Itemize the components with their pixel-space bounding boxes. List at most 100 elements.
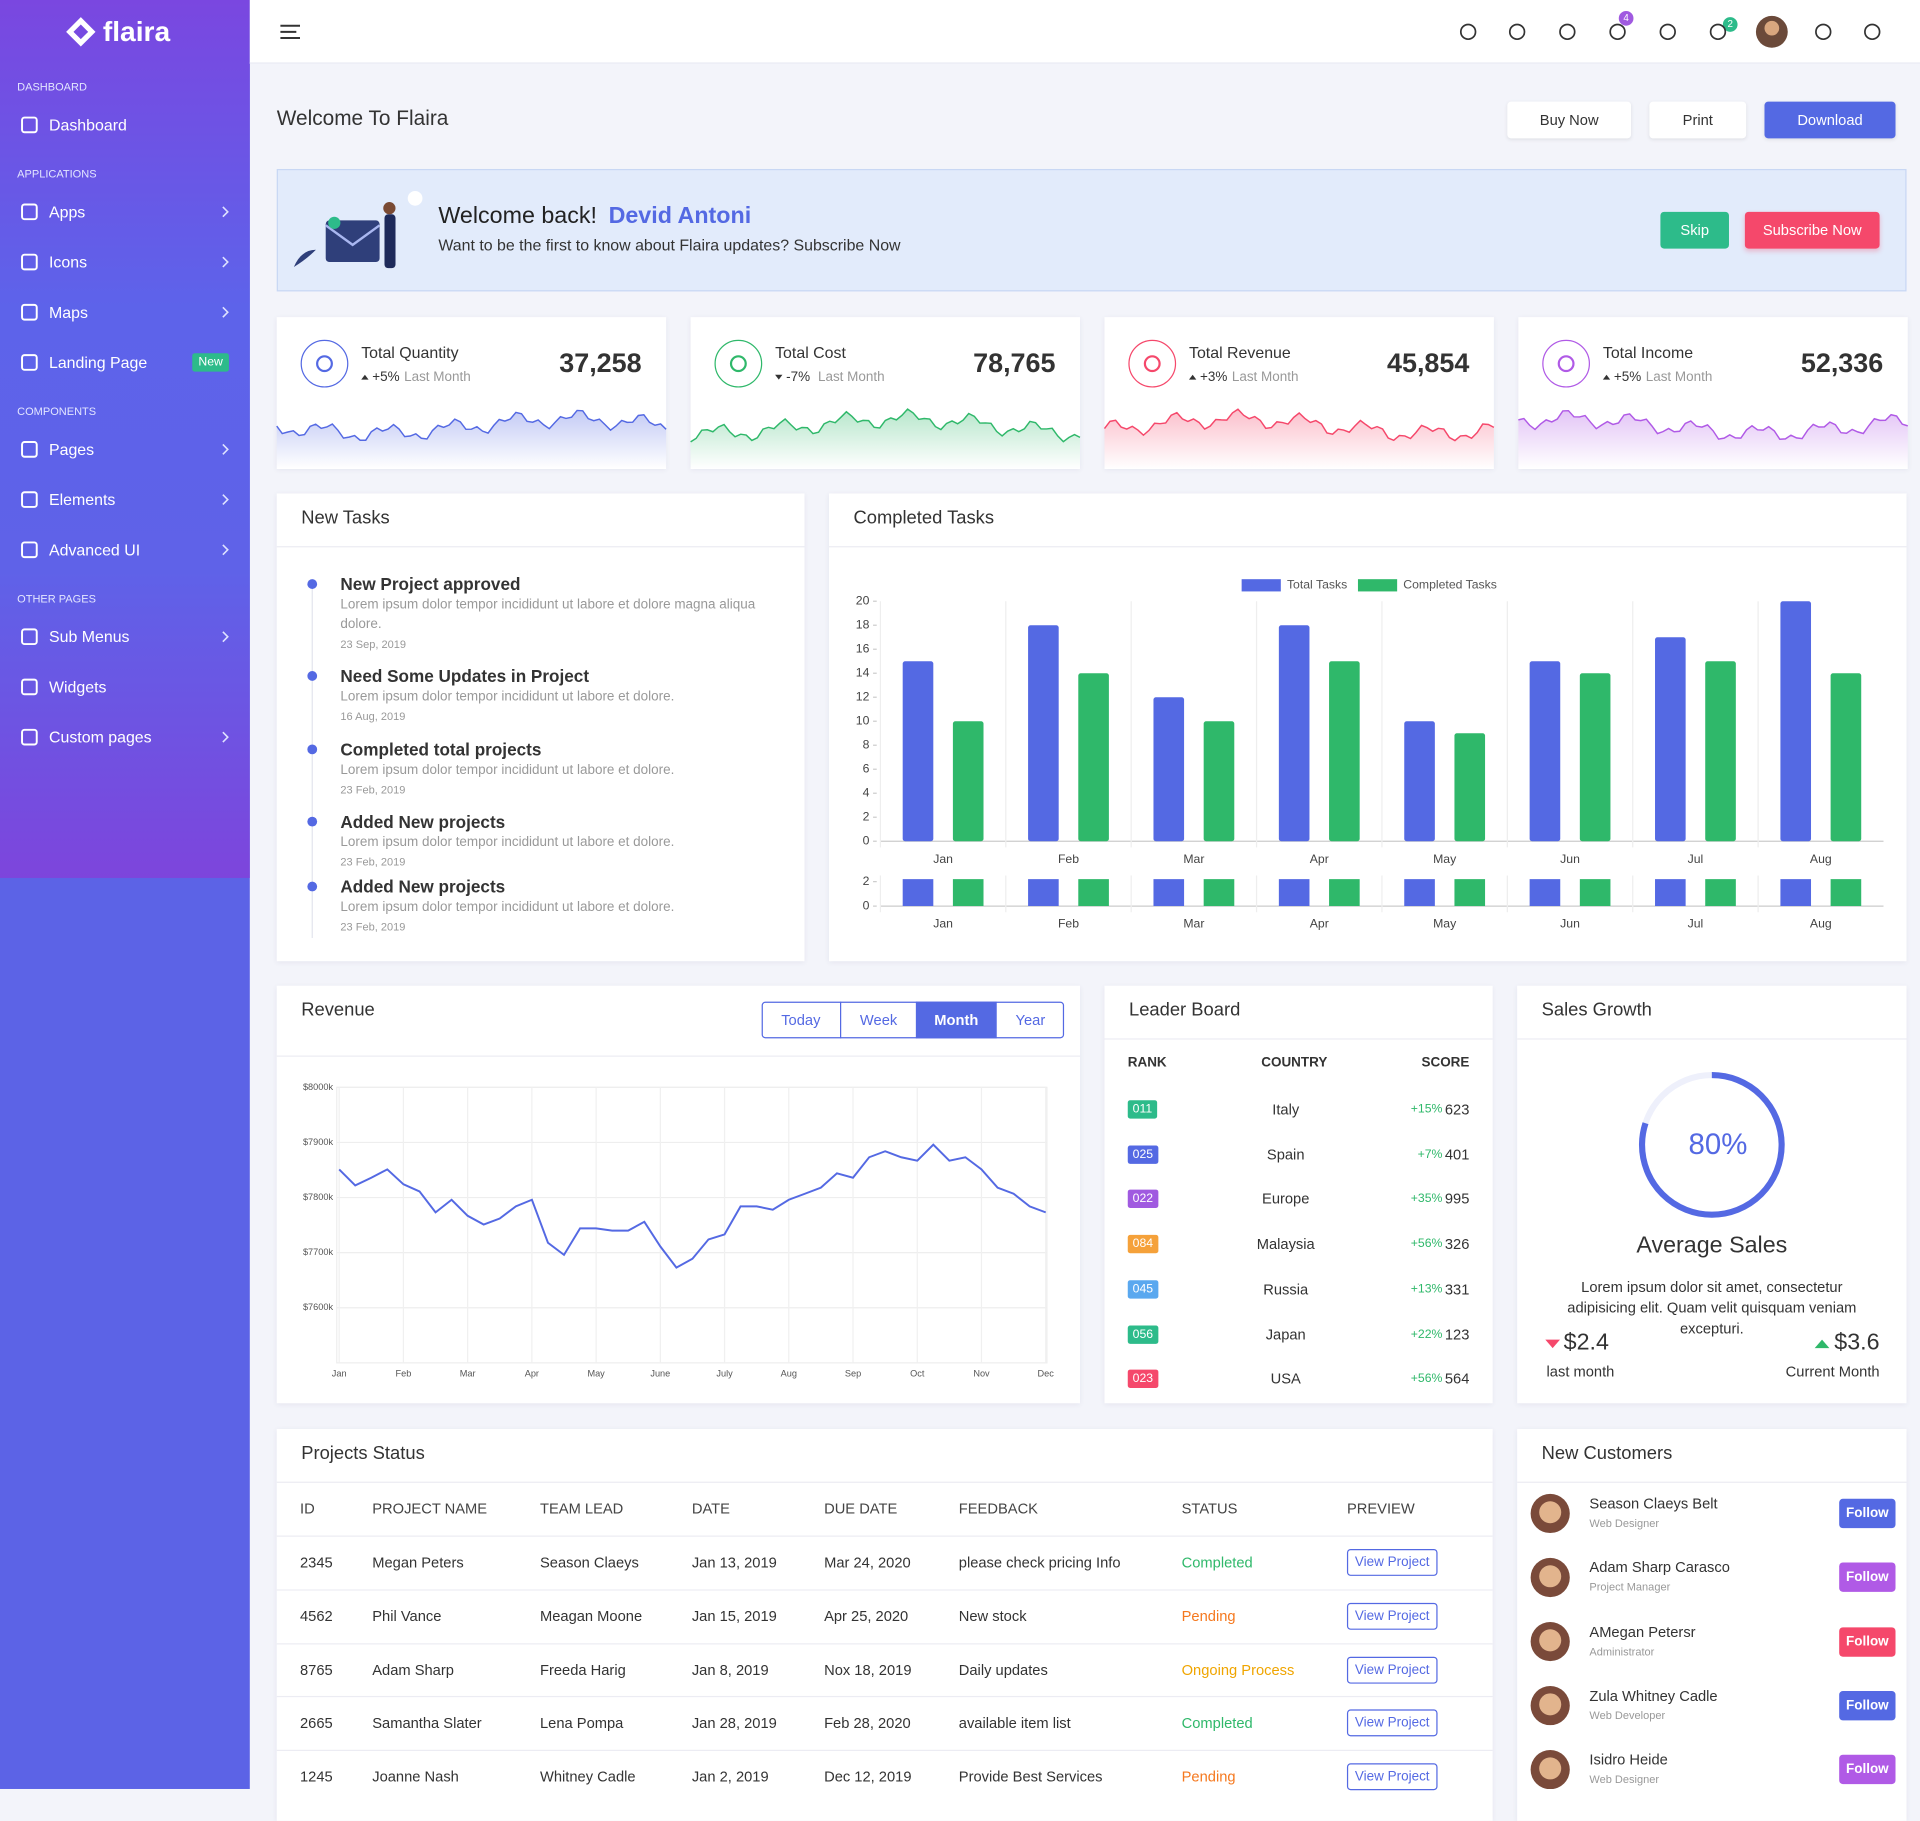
task-item: Need Some Updates in Project Lorem ipsum … — [340, 665, 756, 727]
page-button[interactable]: Download — [1764, 101, 1896, 139]
follow-button[interactable]: Follow — [1839, 1562, 1896, 1593]
column-header: DUE DATE — [824, 1500, 898, 1518]
follow-button[interactable]: Follow — [1839, 1690, 1896, 1721]
task-date: 23 Feb, 2019 — [340, 783, 406, 796]
sales-text: Lorem ipsum dolor sit amet, consectetur … — [1567, 1278, 1857, 1338]
stat-card — [1518, 317, 1908, 469]
cell: 4562 — [300, 1607, 333, 1625]
current-label: Current Month — [1785, 1362, 1880, 1381]
score: 331 — [1444, 1280, 1470, 1298]
cell: Adam Sharp — [372, 1661, 454, 1679]
column-header: PROJECT NAME — [372, 1500, 488, 1518]
view-project-button[interactable]: View Project — [1346, 1763, 1438, 1791]
country: Europe — [1262, 1190, 1310, 1208]
column-header: FEEDBACK — [958, 1500, 1038, 1518]
card-divider — [1104, 1038, 1493, 1040]
cell: 1245 — [300, 1768, 333, 1786]
subscribe-button[interactable]: Subscribe Now — [1744, 211, 1880, 249]
score-change: +56% — [1410, 1237, 1443, 1251]
sidebar-item[interactable] — [0, 665, 250, 709]
cell: available item list — [958, 1714, 1071, 1732]
cell: 8765 — [300, 1661, 333, 1679]
view-project-button[interactable]: View Project — [1346, 1709, 1438, 1737]
revenue-tab[interactable]: Week — [840, 1001, 916, 1039]
rank-badge: 045 — [1127, 1279, 1158, 1299]
column-header: DATE — [691, 1500, 730, 1518]
customer-role: Web Designer — [1589, 1773, 1660, 1786]
leaderboard-card — [1104, 985, 1493, 1404]
follow-button[interactable]: Follow — [1839, 1754, 1896, 1785]
sidebar-item-label: Custom pages — [48, 727, 152, 747]
skip-button[interactable]: Skip — [1660, 211, 1729, 249]
stat-period: Last Month — [1231, 369, 1299, 385]
sidebar-item[interactable] — [0, 478, 250, 522]
stat-value: 52,336 — [1800, 347, 1884, 379]
revenue-tab[interactable]: Month — [915, 1001, 996, 1039]
stat-card — [276, 317, 667, 469]
sidebar-item[interactable] — [0, 190, 250, 234]
cell: 2345 — [300, 1553, 333, 1572]
column-header: TEAM LEAD — [540, 1500, 624, 1518]
task-title: Added New projects — [340, 876, 506, 897]
task-date: 16 Aug, 2019 — [340, 710, 406, 723]
score-change: +7% — [1417, 1147, 1443, 1162]
stat-period: Last Month — [1645, 369, 1713, 385]
tasks-card — [276, 493, 805, 962]
rank-badge: 056 — [1127, 1324, 1158, 1344]
top-bar — [249, 0, 1920, 64]
revenue-tab[interactable]: Today — [781, 1011, 821, 1029]
revenue-card — [276, 985, 1081, 1404]
sidebar-item-label: Sub Menus — [48, 627, 130, 646]
stat-change: +3% — [1200, 369, 1228, 385]
row-divider — [276, 1750, 1493, 1752]
sidebar-item[interactable] — [0, 240, 250, 284]
view-project-button[interactable]: View Project — [1346, 1602, 1438, 1630]
cell: Whitney Cadle — [540, 1768, 636, 1786]
sidebar-item[interactable] — [0, 290, 250, 334]
sidebar-section-title: APPLICATIONS — [17, 167, 97, 181]
stat-title: Total Revenue — [1188, 343, 1291, 362]
view-project-button[interactable]: View Project — [1346, 1548, 1438, 1576]
column-header: RANK — [1127, 1055, 1167, 1071]
sidebar-section-title: OTHER PAGES — [17, 592, 96, 605]
country: Malaysia — [1256, 1235, 1315, 1253]
welcome-banner — [276, 168, 1907, 292]
follow-button[interactable]: Follow — [1839, 1498, 1896, 1529]
cell: Megan Peters — [372, 1553, 464, 1572]
cell: Jan 15, 2019 — [691, 1607, 777, 1625]
cell: Apr 25, 2020 — [824, 1607, 909, 1625]
sidebar-item-label: Widgets — [48, 677, 107, 697]
cell: Jan 2, 2019 — [691, 1768, 769, 1786]
task-item: Added New projects Lorem ipsum dolor temp… — [340, 811, 756, 873]
score-change: +13% — [1410, 1282, 1443, 1296]
last-value: $2.4 — [1563, 1329, 1609, 1356]
cell: Meagan Moone — [540, 1607, 643, 1625]
sidebar-item[interactable] — [0, 427, 250, 471]
cell: Joanne Nash — [372, 1768, 459, 1786]
cell: New stock — [958, 1607, 1027, 1625]
welcome-greeting: Welcome back! — [438, 203, 597, 229]
sidebar-item-label: Apps — [48, 202, 86, 222]
task-title: New Project approved — [340, 574, 521, 594]
sidebar-item-label: Maps — [48, 303, 88, 322]
card-divider — [276, 1055, 1081, 1057]
sidebar-badge: New — [192, 353, 229, 372]
completed-tasks-card — [828, 493, 1907, 962]
column-header: STATUS — [1181, 1500, 1238, 1518]
customer-role: Web Designer — [1589, 1517, 1660, 1530]
page-button[interactable]: Print — [1649, 101, 1747, 139]
follow-button[interactable]: Follow — [1839, 1626, 1896, 1657]
rank-badge: 025 — [1127, 1145, 1158, 1164]
card-divider — [276, 1481, 1493, 1483]
status: Pending — [1181, 1607, 1236, 1625]
row-divider — [276, 1642, 1493, 1644]
welcome-name: Devid Antoni — [608, 203, 752, 229]
score-change: +35% — [1410, 1192, 1443, 1206]
stat-change: +5% — [1613, 369, 1642, 385]
page-button[interactable]: Buy Now — [1507, 101, 1632, 139]
view-project-button[interactable]: View Project — [1346, 1656, 1438, 1684]
cell: Daily updates — [958, 1661, 1048, 1679]
revenue-tab[interactable]: Year — [995, 1001, 1065, 1039]
